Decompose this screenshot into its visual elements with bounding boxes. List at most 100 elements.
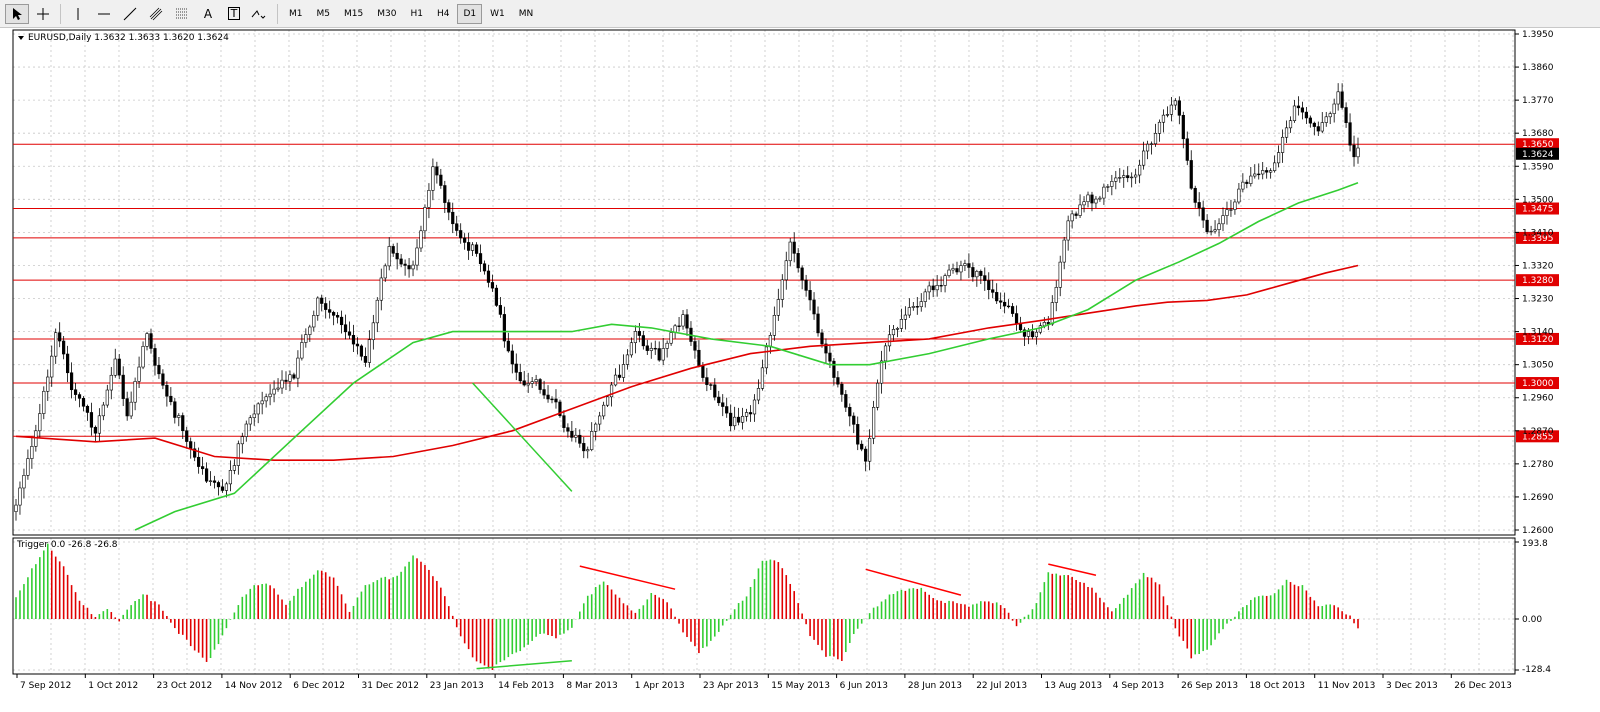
candle-body bbox=[665, 342, 669, 349]
candle-body bbox=[177, 415, 181, 418]
candle-body bbox=[848, 407, 852, 417]
candle-body bbox=[1233, 201, 1237, 210]
main-chart-frame bbox=[12, 29, 1516, 536]
candle-body bbox=[391, 246, 395, 254]
candle-body bbox=[1189, 160, 1193, 189]
candle-body bbox=[812, 299, 816, 315]
candle-body bbox=[677, 325, 681, 327]
timeframe-d1[interactable]: D1 bbox=[457, 3, 483, 24]
candle-body bbox=[435, 166, 439, 176]
candle-body bbox=[260, 400, 264, 405]
chart-area[interactable]: 1.3650 1.3475 1.3395 1.3280 1.3120 1.3000 1.28… bbox=[0, 28, 1600, 712]
trendline[interactable] bbox=[579, 565, 676, 590]
candle-body bbox=[1090, 194, 1094, 204]
candle-body bbox=[836, 377, 840, 385]
horizontal-line-icon[interactable] bbox=[92, 4, 116, 24]
cursor-icon[interactable] bbox=[5, 3, 29, 24]
candle-body bbox=[725, 406, 729, 414]
candle-body bbox=[506, 340, 510, 352]
candle-body bbox=[141, 346, 145, 368]
candle-body bbox=[129, 401, 133, 417]
candle-body bbox=[1217, 223, 1221, 230]
candle-body bbox=[772, 315, 776, 336]
candle-body bbox=[971, 267, 975, 278]
candle-body bbox=[296, 357, 300, 379]
trendline[interactable] bbox=[1048, 563, 1097, 577]
timeframe-h4[interactable]: H4 bbox=[436, 8, 450, 19]
candle-body bbox=[641, 335, 645, 347]
vertical-line-icon[interactable] bbox=[66, 4, 90, 24]
trendline[interactable] bbox=[476, 659, 572, 670]
level-price-box bbox=[1516, 138, 1559, 151]
candle-body bbox=[46, 376, 50, 392]
trendline[interactable] bbox=[865, 568, 962, 596]
candle-body bbox=[756, 388, 761, 401]
candle-body bbox=[276, 387, 280, 390]
indicator-tick-label: -128.4 bbox=[1522, 665, 1551, 675]
fibonacci-icon[interactable] bbox=[170, 4, 194, 24]
candle-body bbox=[550, 398, 554, 401]
candle-body bbox=[740, 415, 745, 423]
trendline[interactable] bbox=[472, 382, 573, 492]
crosshair-icon[interactable] bbox=[31, 4, 55, 24]
collapse-triangle-icon[interactable] bbox=[18, 36, 24, 40]
time-tick-label: 22 Jul 2013 bbox=[976, 681, 1027, 691]
candle-body bbox=[1209, 230, 1213, 233]
timeframe-m30[interactable]: M30 bbox=[377, 8, 397, 19]
candle-body bbox=[1324, 116, 1328, 123]
candle-body bbox=[256, 403, 260, 415]
candle-body bbox=[62, 340, 66, 355]
time-tick-label: 18 Oct 2013 bbox=[1249, 681, 1305, 691]
candle-body bbox=[911, 306, 915, 308]
trendline-icon[interactable] bbox=[118, 4, 142, 24]
candle-body bbox=[284, 379, 288, 382]
candle-body bbox=[431, 166, 435, 191]
moving-average-green[interactable] bbox=[134, 182, 1359, 531]
time-tick-label: 31 Dec 2012 bbox=[362, 681, 420, 691]
candle-body bbox=[14, 504, 18, 512]
timeframe-m15[interactable]: M15 bbox=[344, 8, 364, 19]
timeframe-w1[interactable]: W1 bbox=[490, 8, 505, 19]
candle-body bbox=[173, 401, 177, 418]
candle-body bbox=[645, 345, 649, 351]
candle-body bbox=[959, 265, 963, 273]
candle-body bbox=[470, 244, 475, 251]
candle-body bbox=[760, 367, 765, 389]
candle-body bbox=[1197, 202, 1201, 209]
price-tick-label: 1.2690 bbox=[1522, 493, 1554, 503]
price-tick-label: 1.3770 bbox=[1522, 96, 1554, 106]
candle-body bbox=[383, 265, 387, 279]
candle-body bbox=[832, 360, 836, 378]
candle-body bbox=[748, 412, 753, 415]
candle-body bbox=[923, 291, 927, 302]
candle-body bbox=[999, 300, 1003, 303]
timeframe-m1[interactable]: M1 bbox=[289, 8, 303, 19]
candle-body bbox=[447, 202, 451, 213]
candle-body bbox=[1007, 305, 1011, 308]
candle-body bbox=[73, 389, 78, 395]
arrows-icon[interactable] bbox=[248, 4, 272, 24]
candle-body bbox=[133, 381, 137, 403]
text-label-icon[interactable]: T bbox=[222, 4, 246, 24]
level-price-box bbox=[1516, 202, 1559, 215]
level-price-box bbox=[1516, 274, 1559, 287]
time-tick-label: 6 Jun 2013 bbox=[840, 681, 888, 691]
timeframe-mn[interactable]: MN bbox=[518, 8, 534, 19]
candle-body bbox=[895, 328, 900, 330]
indicator-header: Trigger 0.0 -26.8 -26.8 bbox=[16, 540, 118, 550]
candle-body bbox=[566, 427, 570, 432]
timeframe-m5[interactable]: M5 bbox=[316, 8, 331, 19]
channel-icon[interactable] bbox=[144, 4, 168, 24]
text-icon[interactable]: A bbox=[203, 6, 213, 21]
candle-body bbox=[407, 265, 411, 270]
candle-body bbox=[1161, 114, 1166, 123]
price-tick-label: 1.3590 bbox=[1522, 162, 1554, 172]
candle-body bbox=[1276, 152, 1281, 164]
level-price-label: 1.3120 bbox=[1522, 335, 1554, 345]
candle-body bbox=[502, 314, 506, 342]
timeframe-h1[interactable]: H1 bbox=[410, 8, 423, 19]
candle-body bbox=[169, 395, 173, 403]
candle-body bbox=[1320, 122, 1324, 132]
candle-body bbox=[669, 332, 673, 344]
time-axis: 7 Sep 2012 1 Oct 2012 23 Oct 2012 14 Nov 20… bbox=[16, 674, 1512, 691]
